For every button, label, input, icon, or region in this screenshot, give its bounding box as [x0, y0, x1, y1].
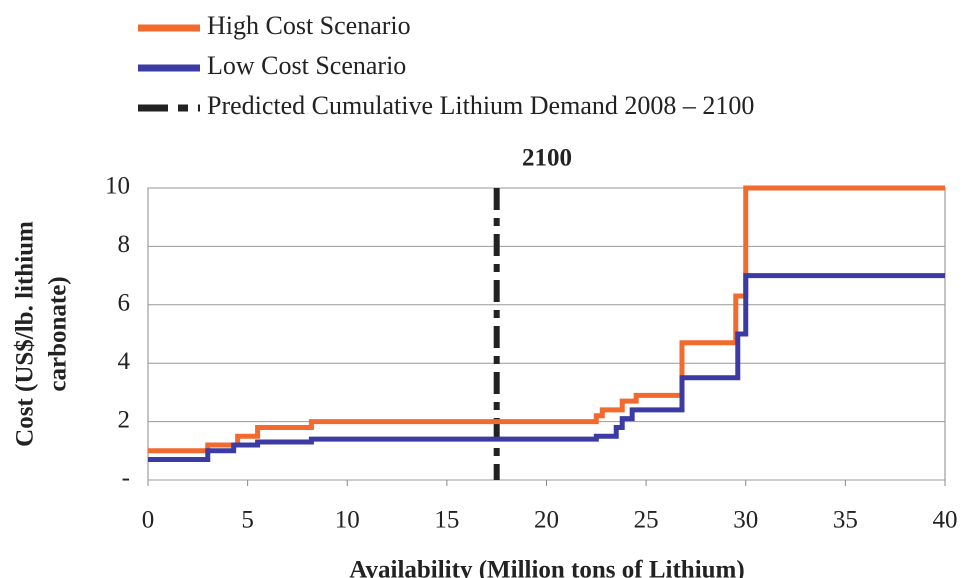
x-tick-label: 0	[142, 507, 155, 534]
x-tick-label: 25	[634, 507, 659, 534]
step-line	[148, 185, 945, 454]
x-tick-label: 15	[434, 507, 459, 534]
x-tick-label: 40	[933, 507, 958, 534]
y-tick-label: 10	[105, 173, 130, 200]
legend-label: Low Cost Scenario	[207, 51, 406, 80]
x-tick-label: 30	[733, 507, 758, 534]
x-tick-label: 10	[335, 507, 360, 534]
y-tick-label: 6	[118, 290, 131, 317]
legend-label: High Cost Scenario	[207, 11, 411, 40]
legend-label: Predicted Cumulative Lithium Demand 2008…	[207, 91, 754, 120]
y-tick-label: 4	[118, 348, 131, 375]
x-tick-label: 35	[833, 507, 858, 534]
y-tick-label: -	[122, 465, 130, 492]
y-tick-label: 2	[118, 406, 131, 433]
y-axis-label: Cost (US$/lb. lithium	[12, 221, 39, 447]
y-axis-label: carbonate)	[45, 276, 72, 391]
x-axis-label: Availability (Million tons of Lithium)	[349, 557, 744, 578]
chart-title: 2100	[522, 145, 572, 172]
x-tick-label: 20	[534, 507, 559, 534]
y-tick-label: 8	[118, 231, 131, 258]
x-tick-label: 5	[241, 507, 254, 534]
plot-frame	[147, 187, 946, 481]
step-line	[148, 273, 945, 463]
